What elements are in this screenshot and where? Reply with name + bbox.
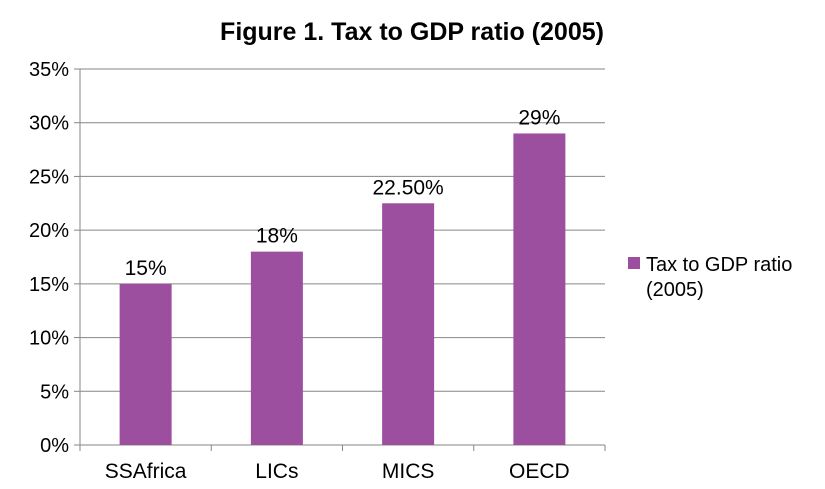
legend-label: (2005)	[646, 279, 704, 301]
legend-swatch	[628, 257, 640, 269]
chart-title: Figure 1. Tax to GDP ratio (2005)	[220, 18, 604, 46]
bar-oecd	[513, 133, 566, 445]
x-tick-label-lics: LICs	[255, 460, 298, 483]
legend: Tax to GDP ratio (2005)	[628, 254, 792, 301]
legend-label: Tax to GDP ratio	[646, 254, 792, 276]
bar-ssafrica	[119, 283, 172, 445]
y-tick-label: 5%	[40, 381, 69, 403]
data-labels: 15% 18% 22.50% 29%	[125, 106, 561, 279]
data-label-ssafrica: 15%	[125, 257, 167, 280]
bar-mics	[382, 203, 435, 445]
x-tick-label-oecd: OECD	[509, 460, 570, 483]
data-label-oecd: 29%	[518, 106, 560, 129]
y-tick-label: 15%	[29, 274, 69, 296]
y-tick-label: 35%	[29, 59, 69, 81]
axes: 0% 5% 10% 15% 20% 25% 30% 35% SSAfrica LICs MICS OE…	[29, 59, 606, 483]
x-tick-label-mics: MICS	[382, 460, 435, 483]
y-tick-label: 10%	[29, 328, 69, 350]
bar-lics	[250, 251, 303, 445]
y-tick-label: 30%	[29, 113, 69, 135]
data-label-mics: 22.50%	[373, 176, 444, 199]
y-tick-label: 25%	[29, 166, 69, 188]
y-tick-label: 0%	[40, 435, 69, 457]
x-tick-label-ssafrica: SSAfrica	[105, 460, 187, 483]
bars	[119, 133, 566, 445]
y-tick-label: 20%	[29, 220, 69, 242]
data-label-lics: 18%	[256, 225, 298, 248]
